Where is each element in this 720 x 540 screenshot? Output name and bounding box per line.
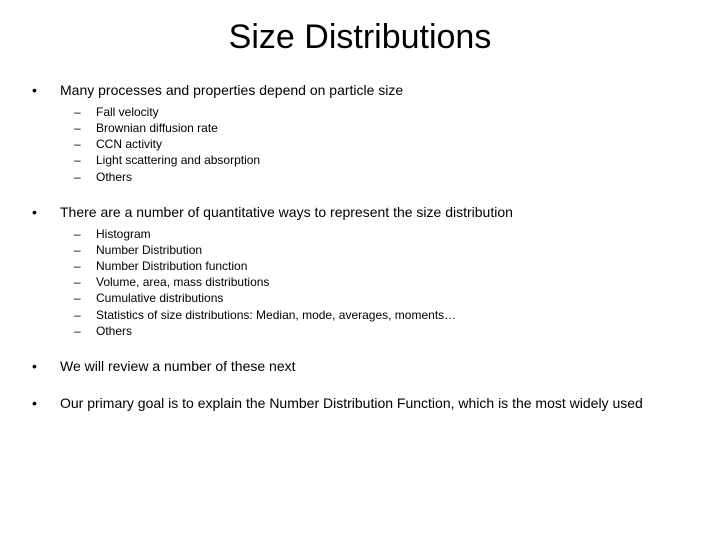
- list-item: –Others: [74, 169, 690, 185]
- sub-text: Brownian diffusion rate: [96, 120, 690, 136]
- dash-icon: –: [74, 136, 96, 152]
- list-item: • There are a number of quantitative way…: [30, 203, 690, 222]
- bullet-list: • Many processes and properties depend o…: [30, 81, 690, 413]
- bullet-text: There are a number of quantitative ways …: [60, 203, 690, 222]
- bullet-icon: •: [30, 357, 60, 376]
- dash-icon: –: [74, 323, 96, 339]
- bullet-icon: •: [30, 81, 60, 100]
- slide-title: Size Distributions: [30, 18, 690, 57]
- list-item: –Number Distribution: [74, 242, 690, 258]
- list-item: –Light scattering and absorption: [74, 152, 690, 168]
- dash-icon: –: [74, 307, 96, 323]
- sub-text: Others: [96, 169, 690, 185]
- dash-icon: –: [74, 104, 96, 120]
- sub-text: CCN activity: [96, 136, 690, 152]
- dash-icon: –: [74, 242, 96, 258]
- sub-text: Others: [96, 323, 690, 339]
- list-item: –CCN activity: [74, 136, 690, 152]
- dash-icon: –: [74, 226, 96, 242]
- list-item: –Statistics of size distributions: Media…: [74, 307, 690, 323]
- sub-list: –Fall velocity –Brownian diffusion rate …: [30, 104, 690, 185]
- list-item: –Histogram: [74, 226, 690, 242]
- list-item: • Many processes and properties depend o…: [30, 81, 690, 100]
- bullet-text: Our primary goal is to explain the Numbe…: [60, 394, 690, 413]
- dash-icon: –: [74, 169, 96, 185]
- bullet-text: We will review a number of these next: [60, 357, 690, 376]
- list-item: –Number Distribution function: [74, 258, 690, 274]
- sub-text: Cumulative distributions: [96, 290, 690, 306]
- sub-text: Histogram: [96, 226, 690, 242]
- slide: Size Distributions • Many processes and …: [0, 0, 720, 540]
- list-item: • Our primary goal is to explain the Num…: [30, 394, 690, 413]
- list-item: –Cumulative distributions: [74, 290, 690, 306]
- sub-text: Light scattering and absorption: [96, 152, 690, 168]
- dash-icon: –: [74, 274, 96, 290]
- slide-body: • Many processes and properties depend o…: [30, 81, 690, 413]
- dash-icon: –: [74, 152, 96, 168]
- list-item: –Volume, area, mass distributions: [74, 274, 690, 290]
- list-item: –Fall velocity: [74, 104, 690, 120]
- list-item: • We will review a number of these next: [30, 357, 690, 376]
- dash-icon: –: [74, 120, 96, 136]
- bullet-text: Many processes and properties depend on …: [60, 81, 690, 100]
- list-item: –Brownian diffusion rate: [74, 120, 690, 136]
- sub-text: Volume, area, mass distributions: [96, 274, 690, 290]
- sub-list: –Histogram –Number Distribution –Number …: [30, 226, 690, 339]
- sub-text: Statistics of size distributions: Median…: [96, 307, 690, 323]
- sub-text: Number Distribution function: [96, 258, 690, 274]
- list-item: –Others: [74, 323, 690, 339]
- sub-text: Number Distribution: [96, 242, 690, 258]
- dash-icon: –: [74, 258, 96, 274]
- sub-text: Fall velocity: [96, 104, 690, 120]
- bullet-icon: •: [30, 203, 60, 222]
- dash-icon: –: [74, 290, 96, 306]
- bullet-icon: •: [30, 394, 60, 413]
